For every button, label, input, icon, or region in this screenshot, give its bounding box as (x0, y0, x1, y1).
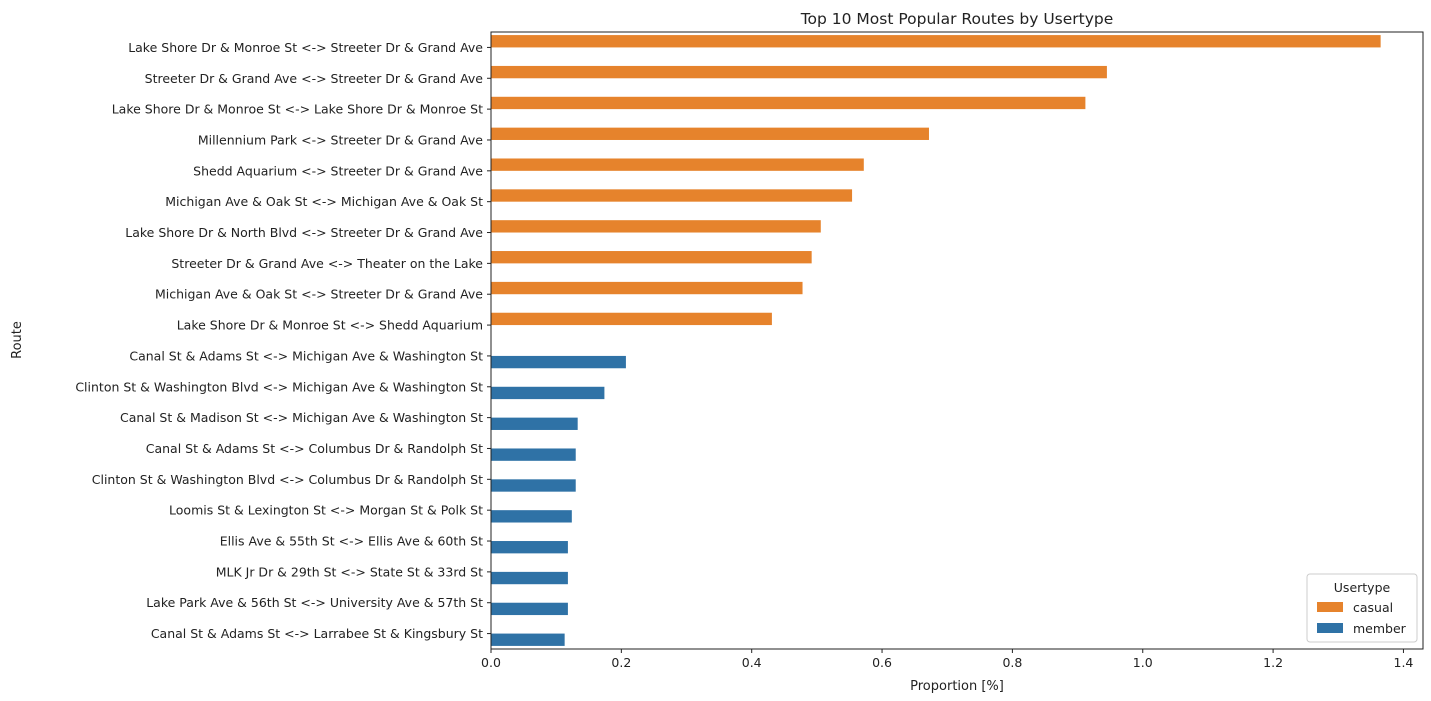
bar-casual-3 (491, 127, 929, 140)
bar-member-15 (491, 510, 572, 523)
bar-member-18 (491, 602, 568, 616)
x-tick-label: 0.6 (872, 655, 892, 670)
y-tick-label: Canal St & Adams St <-> Columbus Dr & Ra… (146, 441, 483, 456)
y-tick-label: Lake Shore Dr & Monroe St <-> Shedd Aqua… (177, 318, 483, 333)
bar-member-10 (491, 355, 626, 369)
bar-casual-6 (491, 220, 821, 233)
y-tick-label: Lake Park Ave & 56th St <-> University A… (146, 595, 483, 610)
y-tick-label: Canal St & Adams St <-> Larrabee St & Ki… (151, 626, 483, 641)
x-tick-label: 1.0 (1133, 655, 1153, 670)
y-tick-label: Clinton St & Washington Blvd <-> Columbu… (92, 472, 483, 487)
bar-casual-5 (491, 189, 853, 202)
bar-member-14 (491, 479, 576, 492)
y-tick-label: Loomis St & Lexington St <-> Morgan St &… (169, 503, 483, 518)
y-tick-label: Streeter Dr & Grand Ave <-> Theater on t… (171, 256, 483, 271)
y-tick-label: Lake Shore Dr & Monroe St <-> Streeter D… (128, 40, 483, 55)
x-tick-label: 0.8 (1002, 655, 1022, 670)
y-tick-label: Ellis Ave & 55th St <-> Ellis Ave & 60th… (220, 534, 483, 549)
legend: Usertype casual member (1306, 573, 1418, 643)
x-axis-title: Proportion [%] (910, 679, 1004, 694)
bar-member-11 (491, 386, 605, 400)
x-tick-label: 1.2 (1263, 655, 1283, 670)
bar-casual-9 (491, 312, 772, 326)
x-tick-label: 1.4 (1394, 655, 1414, 670)
y-tick-label: MLK Jr Dr & 29th St <-> State St & 33rd … (216, 564, 483, 579)
bar-member-19 (491, 633, 565, 646)
x-tick-label: 0.4 (742, 655, 762, 670)
bar-casual-1 (491, 65, 1107, 79)
bar-member-13 (491, 448, 576, 461)
bar-member-16 (491, 541, 568, 554)
y-tick-label: Lake Shore Dr & North Blvd <-> Streeter … (125, 225, 483, 240)
legend-title: Usertype (1334, 580, 1391, 595)
bar-casual-7 (491, 251, 812, 264)
y-tick-labels: Lake Shore Dr & Monroe St <-> Streeter D… (75, 40, 491, 641)
bar-casual-0 (491, 35, 1381, 48)
plot-frame (490, 31, 1424, 650)
bar-casual-4 (491, 158, 864, 171)
y-tick-label: Streeter Dr & Grand Ave <-> Streeter Dr … (145, 71, 484, 86)
x-tick-label: 0.0 (481, 655, 501, 670)
y-tick-label: Michigan Ave & Oak St <-> Michigan Ave &… (165, 194, 483, 209)
y-tick-label: Canal St & Adams St <-> Michigan Ave & W… (129, 348, 483, 363)
y-tick-label: Clinton St & Washington Blvd <-> Michiga… (75, 379, 483, 394)
bar-casual-2 (491, 96, 1086, 110)
y-tick-label: Shedd Aquarium <-> Streeter Dr & Grand A… (193, 163, 483, 178)
legend-swatch-member (1317, 623, 1343, 633)
y-tick-label: Millennium Park <-> Streeter Dr & Grand … (198, 132, 483, 147)
legend-label-member: member (1353, 621, 1407, 636)
bar-member-17 (491, 571, 568, 585)
legend-label-casual: casual (1353, 600, 1393, 615)
y-tick-label: Michigan Ave & Oak St <-> Streeter Dr & … (155, 287, 483, 302)
y-axis-title: Route (10, 321, 25, 359)
bar-member-12 (491, 417, 578, 430)
y-tick-label: Lake Shore Dr & Monroe St <-> Lake Shore… (112, 102, 483, 117)
x-tick-labels: 0.0 0.2 0.4 0.6 0.8 1.0 1.2 1.4 (481, 649, 1413, 670)
chart-title: Top 10 Most Popular Routes by Usertype (800, 10, 1114, 28)
bars-group (491, 35, 1381, 646)
bar-casual-8 (491, 281, 803, 295)
legend-swatch-casual (1317, 602, 1343, 612)
y-tick-label: Canal St & Madison St <-> Michigan Ave &… (120, 410, 483, 425)
x-tick-label: 0.2 (611, 655, 631, 670)
